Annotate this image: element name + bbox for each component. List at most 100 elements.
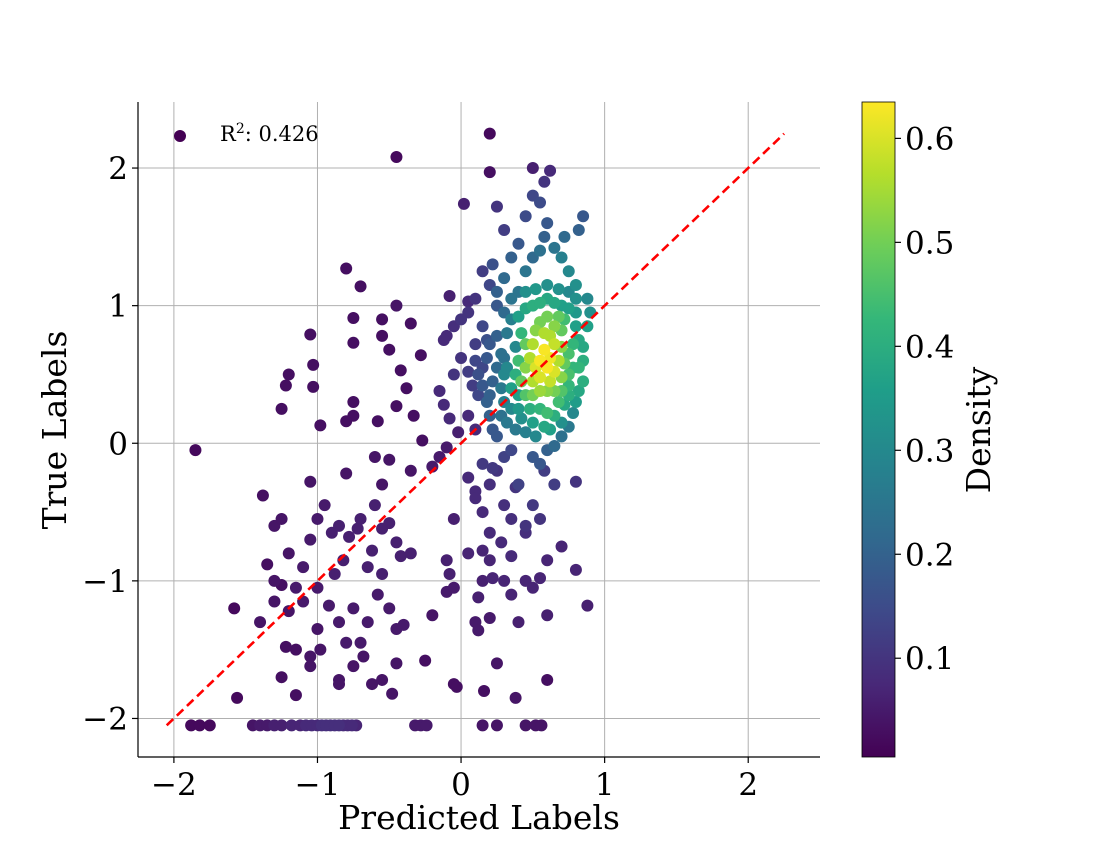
data-point: [462, 409, 475, 422]
data-point: [333, 519, 346, 532]
data-point: [569, 320, 582, 333]
data-point: [519, 719, 532, 732]
data-point: [541, 673, 554, 686]
data-point: [268, 574, 281, 587]
data-point: [552, 395, 565, 408]
data-point: [282, 605, 295, 618]
x-tick-label: 2: [738, 767, 758, 803]
data-point: [437, 398, 450, 411]
data-point: [407, 409, 420, 422]
data-point: [505, 512, 518, 525]
data-point: [397, 618, 410, 631]
x-axis-label: Predicted Labels: [338, 798, 620, 837]
data-point: [534, 384, 547, 397]
data-point: [366, 678, 379, 691]
data-point: [333, 719, 346, 732]
data-point: [480, 351, 493, 364]
data-point: [469, 492, 482, 505]
data-point: [548, 478, 561, 491]
data-point: [282, 368, 295, 381]
data-point: [390, 400, 403, 413]
data-point: [472, 624, 485, 637]
data-point: [535, 719, 548, 732]
data-point: [526, 416, 539, 429]
data-point: [231, 691, 244, 704]
data-point: [519, 265, 532, 278]
data-point: [483, 612, 496, 625]
data-point: [490, 430, 503, 443]
legend-marker: [174, 130, 186, 142]
data-point: [268, 595, 281, 608]
data-point: [462, 471, 475, 484]
data-point: [333, 616, 346, 629]
identity-line-group: [165, 132, 786, 727]
data-point: [304, 660, 317, 673]
data-point: [347, 660, 360, 673]
data-point: [376, 313, 389, 326]
data-point: [476, 265, 489, 278]
y-tick-label: 1: [108, 289, 128, 325]
data-point: [483, 526, 496, 539]
y-tick-label: 2: [108, 151, 128, 187]
data-point: [351, 522, 364, 535]
data-point: [519, 426, 532, 439]
data-point: [203, 719, 216, 732]
data-point: [490, 200, 503, 213]
data-point: [376, 673, 389, 686]
data-point: [304, 533, 317, 546]
data-point: [193, 719, 206, 732]
data-point: [555, 251, 568, 264]
data-point: [437, 334, 450, 347]
data-point: [534, 512, 547, 525]
data-point: [569, 475, 582, 488]
data-point: [275, 512, 288, 525]
data-point: [383, 517, 396, 530]
data-point: [254, 616, 267, 629]
data-point: [534, 371, 547, 384]
colorbar-tick-label: 0.4: [905, 329, 954, 365]
data-point: [548, 338, 561, 351]
data-point: [311, 623, 324, 636]
data-point: [500, 361, 513, 374]
data-point: [577, 210, 590, 223]
data-point: [483, 389, 496, 402]
data-point: [512, 310, 525, 323]
data-point: [476, 574, 489, 587]
data-point: [383, 602, 396, 615]
x-tick-label: −1: [295, 767, 341, 803]
data-point: [472, 368, 485, 381]
data-point: [297, 561, 310, 574]
data-point: [498, 574, 511, 587]
data-point: [572, 223, 585, 236]
data-point: [519, 210, 532, 223]
data-point: [562, 265, 575, 278]
data-point: [394, 550, 407, 563]
data-point: [495, 382, 508, 395]
data-point: [275, 402, 288, 415]
data-point: [419, 654, 432, 667]
data-point: [314, 643, 327, 656]
data-point: [347, 602, 360, 615]
data-point: [383, 453, 396, 466]
data-point: [541, 217, 554, 230]
data-point: [476, 506, 489, 519]
data-point: [340, 467, 353, 480]
colorbar-tick-label: 0.1: [905, 641, 954, 677]
data-point: [476, 457, 489, 470]
data-point: [357, 650, 370, 663]
data-point: [526, 581, 539, 594]
data-point: [483, 478, 496, 491]
data-point: [498, 223, 511, 236]
data-point: [541, 554, 554, 567]
data-point: [416, 434, 429, 447]
data-point: [469, 338, 482, 351]
data-point: [345, 719, 358, 732]
data-point: [478, 684, 491, 697]
data-point: [371, 588, 384, 601]
data-point: [452, 426, 465, 439]
data-point: [289, 689, 302, 702]
data-point: [523, 402, 536, 415]
data-point: [505, 444, 518, 457]
data-point: [383, 343, 396, 356]
data-point: [443, 567, 456, 580]
